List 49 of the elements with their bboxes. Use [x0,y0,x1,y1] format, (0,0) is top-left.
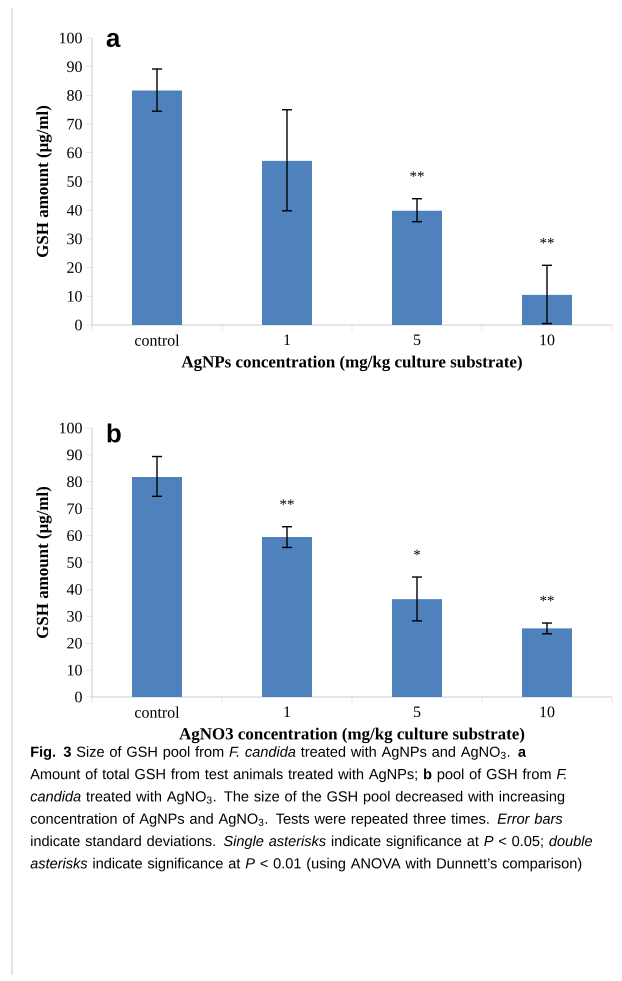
y-tick-label: 40 [66,204,82,216]
y-tick-label: 30 [67,234,82,244]
y-tick-label: 10 [68,664,82,676]
x-tick-label: 5 [414,706,420,718]
y-axis-title: GSH amount (μg/ml) [36,486,52,638]
y-tick-label: 80 [67,90,82,101]
chart-title: b [108,423,121,442]
y-tick-label: 10 [68,290,82,302]
x-tick-label: control [135,706,180,718]
x-axis-title: AgNPs concentration (mg/kg culture substrate) [182,356,522,372]
annotation: ** [540,596,554,602]
y-tick-label: 70 [68,503,82,514]
x-tick-label: 10 [540,334,554,346]
bar [392,599,442,698]
y-tick-label: 100 [60,422,82,434]
y-tick-label: 0 [75,692,82,702]
y-tick-label: 50 [67,557,82,568]
text: Fig. 3 Size of GSH pool from F. candida treated with AgNPs and AgNO$_{3}$. a Amount of total GSH from test animals treated with AgNPs; b pool of GSH from F. candida treated with AgNO$_{3}$. The size of the GSH pool decreased with increasing concentration of AgNPs and AgNO$_{3}$. Tests were repeated three times. Error bars indicate standard deviations. Single asterisks indicate significance at P < 0.05; double asterisks indicate significance at P < 0.01 (using ANOVA with Dunnett’s comparison) [30,746,592,872]
y-tick-label: 100 [60,32,82,44]
bar [132,476,182,698]
annotation: ** [540,238,554,244]
x-tick-label: 1 [284,706,290,718]
x-tick-label: 5 [414,334,420,346]
y-tick-label: 20 [67,262,82,273]
chart-title: a [106,32,120,48]
y-tick-label: 0 [75,320,82,330]
y-tick-label: 70 [68,118,82,130]
bar [132,90,182,326]
x-tick-label: control [135,334,180,346]
y-tick-label: 90 [67,61,82,72]
y-tick-label: 40 [66,584,82,595]
bar [262,160,312,326]
annotation: * [414,550,420,556]
x-tick-label: 10 [540,706,554,718]
y-axis-title: GSH amount (μg/ml) [36,106,52,257]
y-tick-label: 80 [67,476,82,488]
bar [392,210,442,326]
x-axis-title: AgNO3 concentration (mg/kg culture substrate) [179,728,524,744]
y-tick-label: 20 [67,638,82,649]
bar [262,536,312,698]
x-tick-label: 1 [284,334,290,346]
y-tick-label: 50 [67,176,82,187]
y-tick-label: 60 [67,530,82,541]
annotation: ** [410,171,424,177]
y-tick-label: 30 [67,610,82,622]
bar [522,628,572,698]
y-tick-label: 60 [67,147,82,158]
annotation: ** [280,499,294,505]
y-tick-label: 90 [67,450,82,460]
